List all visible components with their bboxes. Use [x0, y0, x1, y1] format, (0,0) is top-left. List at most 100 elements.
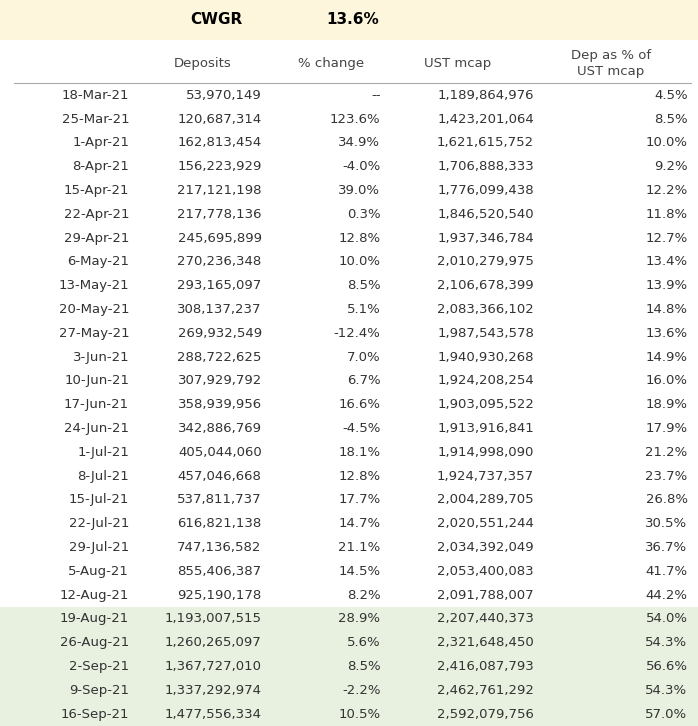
Bar [0, 655, 698, 678]
Text: 18.1%: 18.1% [339, 446, 380, 459]
Text: 1,260,265,097: 1,260,265,097 [165, 636, 262, 649]
Text: 36.7%: 36.7% [646, 541, 688, 554]
Text: 342,886,769: 342,886,769 [178, 422, 262, 435]
Text: 8.5%: 8.5% [347, 660, 380, 673]
Text: 27-May-21: 27-May-21 [59, 327, 129, 340]
Text: 23.7%: 23.7% [645, 470, 688, 483]
Text: 269,932,549: 269,932,549 [177, 327, 262, 340]
Text: 57.0%: 57.0% [646, 708, 688, 721]
Text: 14.5%: 14.5% [339, 565, 380, 578]
Text: 16.6%: 16.6% [339, 399, 380, 411]
Text: 39.0%: 39.0% [339, 184, 380, 197]
Text: 405,044,060: 405,044,060 [178, 446, 262, 459]
Text: 24-Jun-21: 24-Jun-21 [64, 422, 129, 435]
Text: 2,004,289,705: 2,004,289,705 [438, 494, 534, 507]
Text: 53,970,149: 53,970,149 [186, 89, 262, 102]
Text: 22-Apr-21: 22-Apr-21 [64, 208, 129, 221]
Text: 2,020,551,244: 2,020,551,244 [437, 517, 534, 530]
Text: 14.7%: 14.7% [339, 517, 380, 530]
Bar [0, 131, 698, 155]
Text: 34.9%: 34.9% [339, 136, 380, 150]
Text: 41.7%: 41.7% [646, 565, 688, 578]
Text: 156,223,929: 156,223,929 [177, 160, 262, 174]
Bar [0, 488, 698, 512]
Text: 14.8%: 14.8% [646, 303, 688, 316]
Text: 2-Sep-21: 2-Sep-21 [69, 660, 129, 673]
Text: 7.0%: 7.0% [347, 351, 380, 364]
Text: 1-Jul-21: 1-Jul-21 [77, 446, 129, 459]
Text: 20-May-21: 20-May-21 [59, 303, 129, 316]
Text: 358,939,956: 358,939,956 [177, 399, 262, 411]
Text: 2,034,392,049: 2,034,392,049 [438, 541, 534, 554]
Text: 13.9%: 13.9% [646, 280, 688, 293]
Text: 28.9%: 28.9% [339, 613, 380, 625]
Text: 10-Jun-21: 10-Jun-21 [64, 375, 129, 388]
Text: 1,776,099,438: 1,776,099,438 [438, 184, 534, 197]
Bar [0, 678, 698, 702]
Text: 1,337,292,974: 1,337,292,974 [165, 684, 262, 697]
Text: 12.2%: 12.2% [645, 184, 688, 197]
Text: 5-Aug-21: 5-Aug-21 [68, 565, 129, 578]
Text: 1,477,556,334: 1,477,556,334 [165, 708, 262, 721]
Text: 14.9%: 14.9% [646, 351, 688, 364]
Text: 2,321,648,450: 2,321,648,450 [437, 636, 534, 649]
Bar [0, 274, 698, 298]
Text: 6.7%: 6.7% [347, 375, 380, 388]
Text: 537,811,737: 537,811,737 [177, 494, 262, 507]
Text: 4.5%: 4.5% [654, 89, 688, 102]
Bar [0, 83, 698, 107]
Text: 54.3%: 54.3% [646, 636, 688, 649]
Text: 747,136,582: 747,136,582 [177, 541, 262, 554]
Text: 13.6%: 13.6% [326, 12, 379, 28]
Text: 8-Apr-21: 8-Apr-21 [73, 160, 129, 174]
Text: % change: % change [299, 57, 364, 70]
Text: 293,165,097: 293,165,097 [177, 280, 262, 293]
Bar [0, 393, 698, 417]
Text: 1,903,095,522: 1,903,095,522 [437, 399, 534, 411]
Text: CWGR: CWGR [191, 12, 242, 28]
Text: 54.3%: 54.3% [646, 684, 688, 697]
Bar [0, 536, 698, 560]
Text: 30.5%: 30.5% [646, 517, 688, 530]
Text: 18.9%: 18.9% [646, 399, 688, 411]
Text: 29-Jul-21: 29-Jul-21 [69, 541, 129, 554]
Text: 270,236,348: 270,236,348 [177, 256, 262, 269]
Text: 21.2%: 21.2% [645, 446, 688, 459]
Text: 2,592,079,756: 2,592,079,756 [437, 708, 534, 721]
Text: 1,914,998,090: 1,914,998,090 [438, 446, 534, 459]
Bar [0, 250, 698, 274]
Text: 17.9%: 17.9% [646, 422, 688, 435]
Bar [0, 155, 698, 179]
Text: 217,121,198: 217,121,198 [177, 184, 262, 197]
Text: 457,046,668: 457,046,668 [178, 470, 262, 483]
Bar [0, 583, 698, 607]
Text: 22-Jul-21: 22-Jul-21 [69, 517, 129, 530]
Text: 307,929,792: 307,929,792 [177, 375, 262, 388]
Text: -4.0%: -4.0% [342, 160, 380, 174]
Text: 6-May-21: 6-May-21 [67, 256, 129, 269]
Text: 9.2%: 9.2% [654, 160, 688, 174]
Text: 855,406,387: 855,406,387 [177, 565, 262, 578]
Text: 1,423,201,064: 1,423,201,064 [437, 113, 534, 126]
Text: 13-May-21: 13-May-21 [59, 280, 129, 293]
Text: 3-Jun-21: 3-Jun-21 [73, 351, 129, 364]
Text: 925,190,178: 925,190,178 [177, 589, 262, 602]
Bar [0, 702, 698, 726]
Text: 19-Aug-21: 19-Aug-21 [60, 613, 129, 625]
Bar [0, 631, 698, 655]
Text: 15-Apr-21: 15-Apr-21 [64, 184, 129, 197]
Bar [0, 179, 698, 203]
Text: 8-Jul-21: 8-Jul-21 [77, 470, 129, 483]
Text: 2,083,366,102: 2,083,366,102 [437, 303, 534, 316]
Text: UST mcap: UST mcap [424, 57, 491, 70]
Text: 17-Jun-21: 17-Jun-21 [64, 399, 129, 411]
Bar [0, 0, 698, 40]
Text: 5.6%: 5.6% [347, 636, 380, 649]
Text: --: -- [371, 89, 380, 102]
Bar [0, 369, 698, 393]
Text: 16.0%: 16.0% [646, 375, 688, 388]
Text: 1,189,864,976: 1,189,864,976 [438, 89, 534, 102]
Text: 21.1%: 21.1% [338, 541, 380, 554]
Text: 25-Mar-21: 25-Mar-21 [61, 113, 129, 126]
Text: 1,706,888,333: 1,706,888,333 [437, 160, 534, 174]
